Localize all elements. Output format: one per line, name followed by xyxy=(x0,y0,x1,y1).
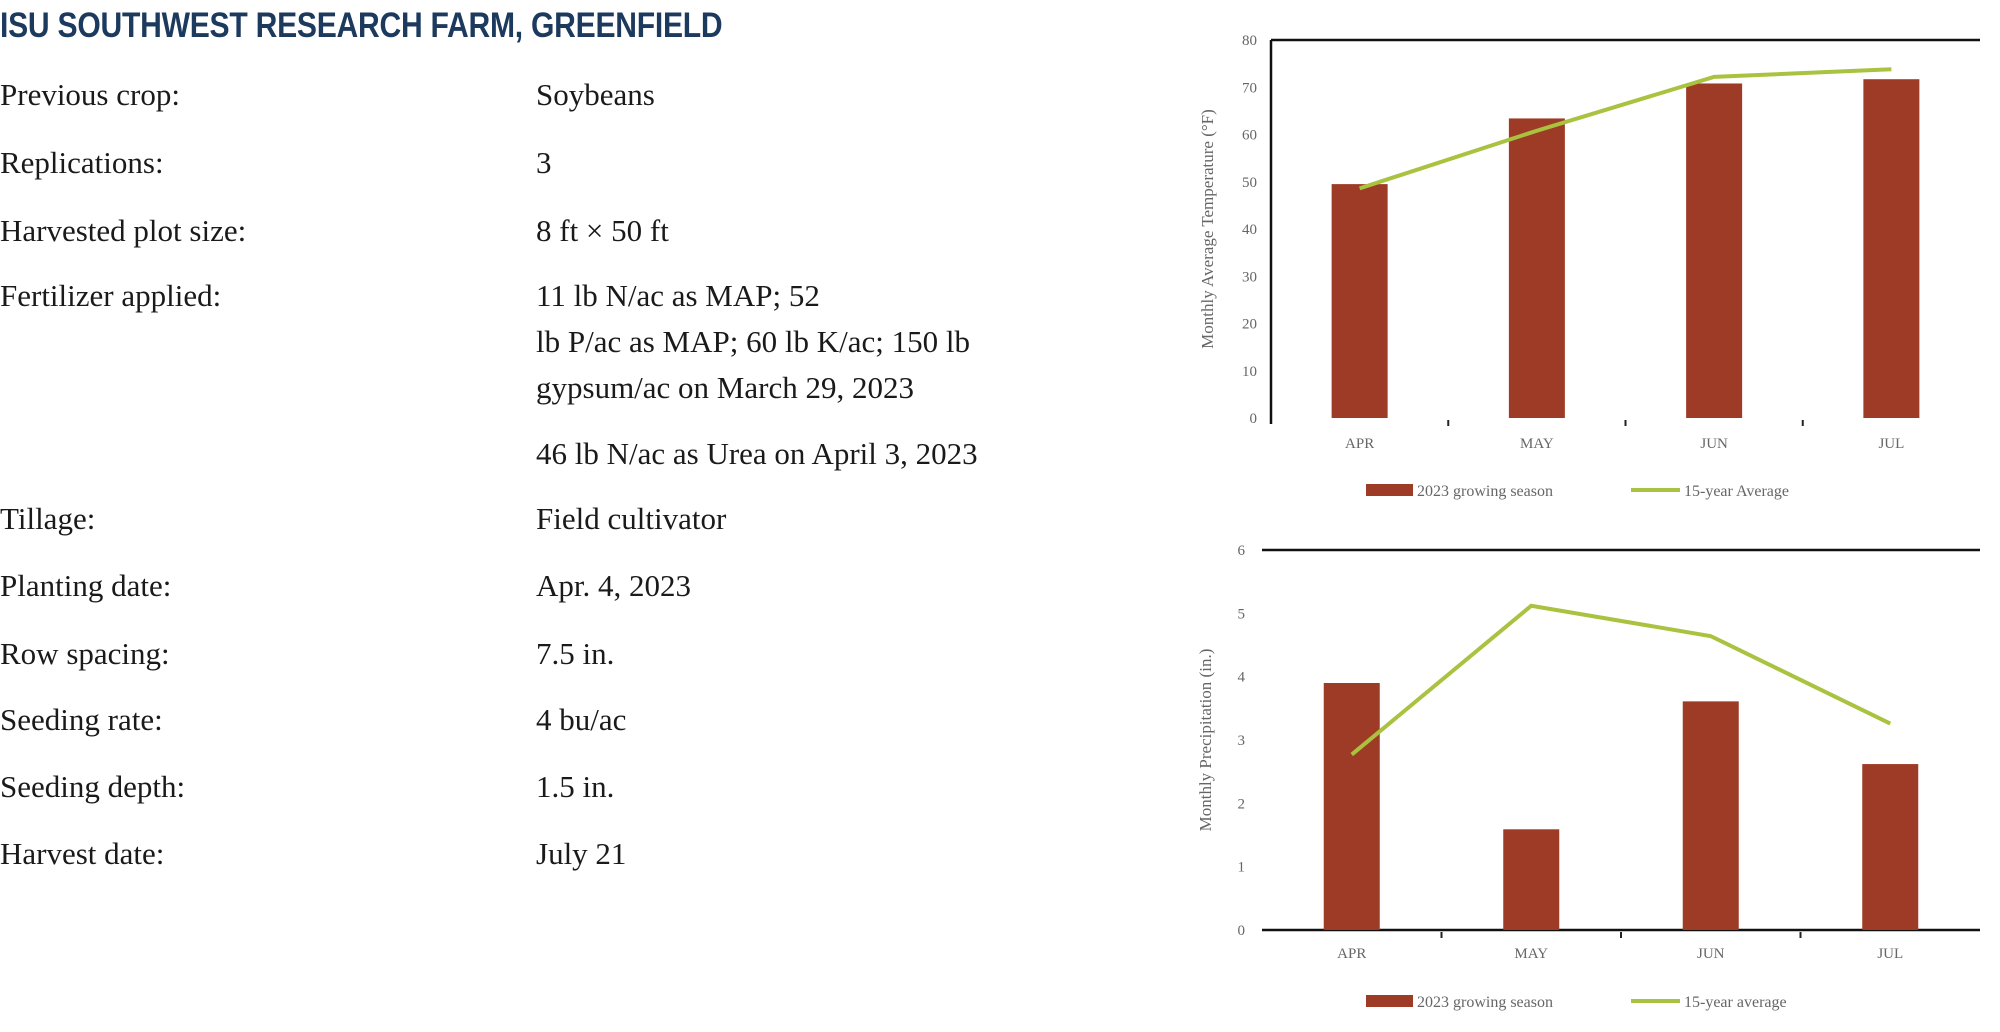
row-value: Apr. 4, 2023 xyxy=(536,568,691,603)
legend-line-label: 15-year average xyxy=(1684,994,1787,1011)
average-line xyxy=(1359,67,1892,191)
y-tick-label: 2 xyxy=(1238,796,1246,812)
y-tick-label: 3 xyxy=(1238,733,1246,749)
row-value: 11 lb N/ac as MAP; 52 xyxy=(536,278,820,313)
row-label: Harvested plot size: xyxy=(0,213,247,248)
x-tick-label: MAY xyxy=(1520,436,1554,452)
y-tick-label: 20 xyxy=(1242,317,1257,333)
bar-may xyxy=(1508,118,1565,418)
legend-bar-swatch xyxy=(1366,995,1413,1007)
y-tick-label: 5 xyxy=(1238,606,1246,622)
bar-apr xyxy=(1323,683,1380,930)
y-tick-label: 6 xyxy=(1238,543,1246,559)
row-value: 1.5 in. xyxy=(536,769,615,804)
row-value: 7.5 in. xyxy=(536,636,615,671)
row-value: Soybeans xyxy=(536,77,655,112)
x-tick-label: APR xyxy=(1337,946,1366,962)
legend-bar-swatch xyxy=(1366,484,1413,496)
row-value: lb P/ac as MAP; 60 lb K/ac; 150 lb xyxy=(536,324,970,359)
row-label: Replications: xyxy=(0,145,164,180)
row-label: Fertilizer applied: xyxy=(0,278,222,313)
row-label: Planting date: xyxy=(0,568,172,603)
x-tick-label: JUL xyxy=(1877,946,1903,962)
row-value: 8 ft × 50 ft xyxy=(536,213,669,248)
legend-line-label: 15-year Average xyxy=(1684,483,1789,500)
row-label: Row spacing: xyxy=(0,636,170,671)
y-tick-label: 60 xyxy=(1242,128,1257,144)
row-value: 46 lb N/ac as Urea on April 3, 2023 xyxy=(536,436,978,471)
y-tick-label: 40 xyxy=(1242,222,1257,238)
x-tick-label: MAY xyxy=(1514,946,1548,962)
x-tick-label: JUN xyxy=(1697,946,1725,962)
y-tick-label: 0 xyxy=(1250,411,1258,427)
row-value: Field cultivator xyxy=(536,501,727,536)
y-tick-label: 10 xyxy=(1242,364,1257,380)
row-value: July 21 xyxy=(536,836,627,871)
row-value: 3 xyxy=(536,145,552,180)
page-title: ISU SOUTHWEST RESEARCH FARM, GREENFIELD xyxy=(0,6,723,45)
y-tick-label: 70 xyxy=(1242,80,1257,96)
y-tick-label: 1 xyxy=(1238,860,1246,876)
bar-jul xyxy=(1863,79,1920,418)
row-label: Seeding depth: xyxy=(0,769,186,804)
legend-bar-label: 2023 growing season xyxy=(1417,483,1553,500)
y-tick-label: 0 xyxy=(1238,923,1246,939)
bar-jun xyxy=(1682,701,1739,930)
row-label: Previous crop: xyxy=(0,77,180,112)
row-label: Seeding rate: xyxy=(0,702,163,737)
y-tick-label: 80 xyxy=(1242,33,1257,49)
x-tick-label: JUL xyxy=(1878,436,1904,452)
legend-bar-label: 2023 growing season xyxy=(1417,994,1553,1011)
y-tick-label: 30 xyxy=(1242,269,1257,285)
y-tick-label: 4 xyxy=(1238,670,1246,686)
row-label: Harvest date: xyxy=(0,836,165,871)
y-tick-label: 50 xyxy=(1242,175,1257,191)
bar-jun xyxy=(1686,83,1743,418)
x-tick-label: JUN xyxy=(1700,436,1728,452)
y-axis-label: Monthly Precipitation (in.) xyxy=(1196,649,1215,832)
bar-apr xyxy=(1331,184,1388,418)
bar-jul xyxy=(1862,764,1919,930)
average-line xyxy=(1350,603,1892,757)
row-value: 4 bu/ac xyxy=(536,702,627,737)
row-value: gypsum/ac on March 29, 2023 xyxy=(536,370,914,405)
bar-may xyxy=(1503,829,1560,930)
y-axis-label: Monthly Average Temperature (°F) xyxy=(1198,109,1217,349)
x-tick-label: APR xyxy=(1345,436,1374,452)
row-label: Tillage: xyxy=(0,501,96,536)
